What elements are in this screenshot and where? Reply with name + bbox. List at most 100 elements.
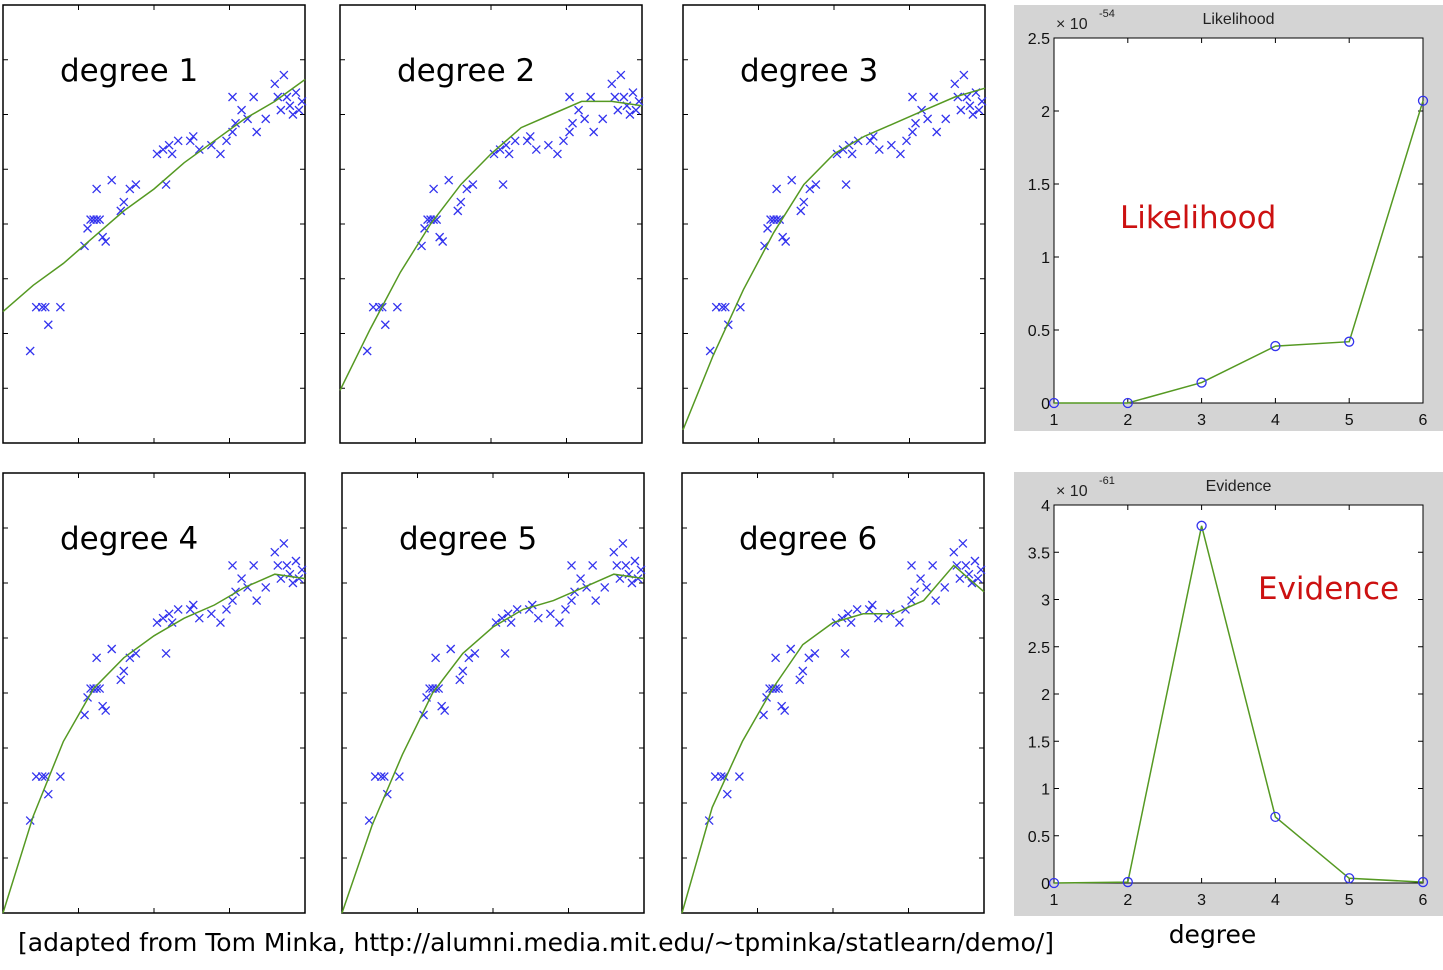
data-point-stroke — [929, 92, 939, 102]
y-tick-label: 1 — [1041, 250, 1050, 267]
data-point — [297, 565, 307, 575]
data-point — [843, 609, 853, 619]
data-point — [25, 346, 35, 356]
data-point — [977, 96, 987, 106]
data-point — [291, 556, 301, 566]
data-point-stroke — [125, 653, 135, 663]
data-point-stroke — [512, 604, 522, 614]
data-point-stroke — [852, 604, 862, 614]
data-point — [164, 609, 174, 619]
data-point — [543, 140, 553, 150]
data-point-stroke — [886, 140, 896, 150]
data-point-stroke — [781, 237, 791, 246]
data-point — [922, 582, 932, 592]
data-point — [932, 127, 942, 137]
data-point — [628, 88, 638, 98]
data-point-stroke — [252, 596, 262, 606]
data-point — [798, 666, 808, 676]
data-point-stroke — [778, 232, 788, 242]
data-point — [607, 79, 617, 89]
data-point — [188, 131, 198, 141]
data-point-stroke — [576, 574, 586, 584]
data-point-stroke — [865, 136, 875, 146]
data-point — [531, 145, 541, 154]
data-point-stroke — [928, 560, 938, 570]
data-point — [510, 136, 520, 146]
data-point-stroke — [967, 578, 977, 588]
data-point — [222, 604, 231, 614]
data-point — [831, 618, 841, 628]
data-point-stroke — [510, 136, 520, 146]
series-line — [1053, 525, 1424, 884]
data-point — [600, 582, 610, 592]
data-point — [705, 346, 715, 356]
data-point-stroke — [618, 538, 628, 548]
data-point-stroke — [775, 215, 785, 225]
series-marker — [1344, 873, 1355, 884]
data-point-stroke — [609, 547, 619, 557]
data-point — [874, 145, 884, 154]
data-point-stroke — [462, 184, 472, 194]
data-point-stroke — [772, 184, 782, 194]
series-marker — [1270, 811, 1281, 822]
data-point — [116, 206, 126, 216]
data-point-stroke — [961, 560, 971, 570]
data-point — [362, 346, 372, 356]
data-point — [282, 560, 292, 570]
data-point — [787, 175, 797, 185]
fit-curve — [339, 100, 643, 391]
y-tick-label: 0 — [1041, 876, 1050, 893]
data-point-stroke — [188, 131, 198, 141]
data-point-stroke — [43, 789, 53, 799]
data-point-stroke — [624, 569, 634, 579]
data-point — [716, 772, 726, 782]
data-point-stroke — [923, 114, 933, 124]
data-point — [929, 92, 939, 102]
x-tick-label: 6 — [1419, 412, 1428, 429]
data-point-stroke — [717, 302, 727, 312]
data-point-stroke — [119, 197, 129, 207]
y-tick-label: 0.5 — [1028, 829, 1050, 846]
data-point-stroke — [625, 110, 635, 119]
data-point-stroke — [237, 105, 247, 115]
data-point — [297, 96, 307, 106]
data-point — [786, 644, 796, 654]
data-point — [565, 127, 574, 137]
data-point-stroke — [841, 180, 851, 190]
data-point-stroke — [973, 574, 983, 584]
data-point-stroke — [810, 648, 820, 658]
plot-area — [1053, 504, 1424, 884]
data-point-stroke — [811, 180, 821, 190]
data-point — [775, 215, 785, 225]
data-point-stroke — [158, 145, 168, 154]
data-point — [432, 215, 442, 225]
data-point — [931, 596, 941, 606]
data-point — [763, 223, 773, 233]
data-point-stroke — [621, 560, 631, 570]
data-point — [634, 96, 644, 106]
data-point-stroke — [228, 127, 237, 137]
data-point — [774, 684, 784, 694]
data-point — [545, 609, 555, 619]
data-point-stroke — [847, 149, 857, 159]
data-point-stroke — [297, 96, 307, 106]
data-point-stroke — [613, 105, 623, 115]
data-point-stroke — [628, 88, 638, 98]
data-point — [455, 675, 465, 685]
data-point-stroke — [931, 596, 941, 606]
data-point-stroke — [974, 105, 984, 115]
data-point — [627, 578, 637, 588]
data-point — [586, 92, 596, 102]
x-tick-label: 5 — [1345, 892, 1354, 909]
x-tick-label: 4 — [1271, 412, 1280, 429]
data-point-stroke — [444, 175, 454, 185]
data-point-stroke — [568, 118, 577, 128]
data-point-stroke — [607, 79, 617, 89]
data-point — [80, 710, 89, 720]
data-point — [804, 653, 814, 663]
data-point — [194, 613, 204, 623]
data-point-stroke — [622, 101, 632, 111]
data-point-stroke — [894, 618, 904, 628]
overlay-label: Likelihood — [1120, 200, 1276, 236]
series-marker — [1122, 876, 1133, 888]
